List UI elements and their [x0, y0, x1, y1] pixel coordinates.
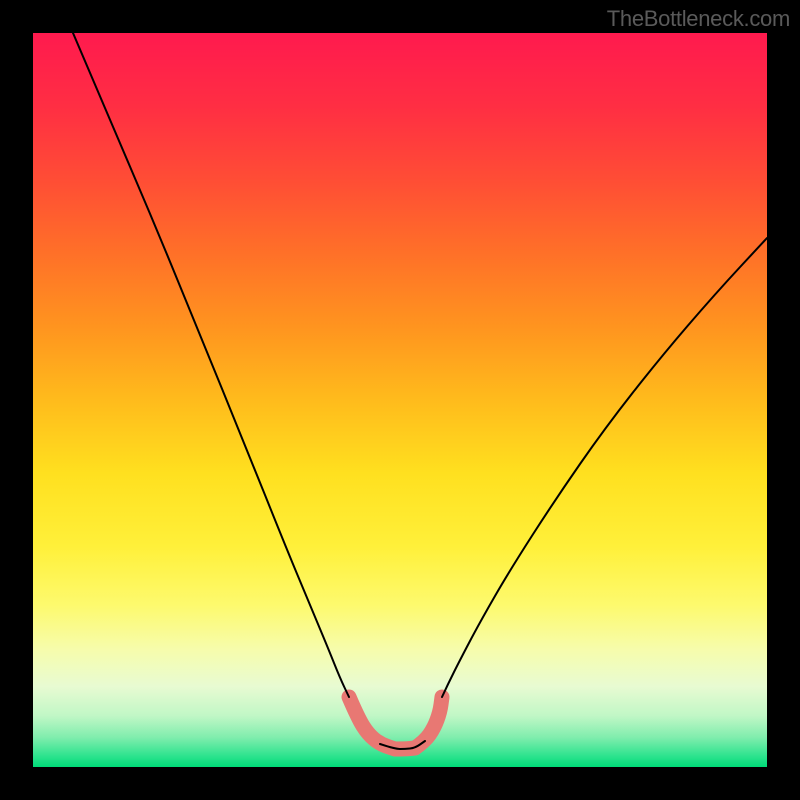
gradient-background	[33, 33, 767, 767]
watermark-text: TheBottleneck.com	[607, 6, 790, 32]
bottleneck-chart	[0, 0, 800, 800]
chart-container: TheBottleneck.com	[0, 0, 800, 800]
